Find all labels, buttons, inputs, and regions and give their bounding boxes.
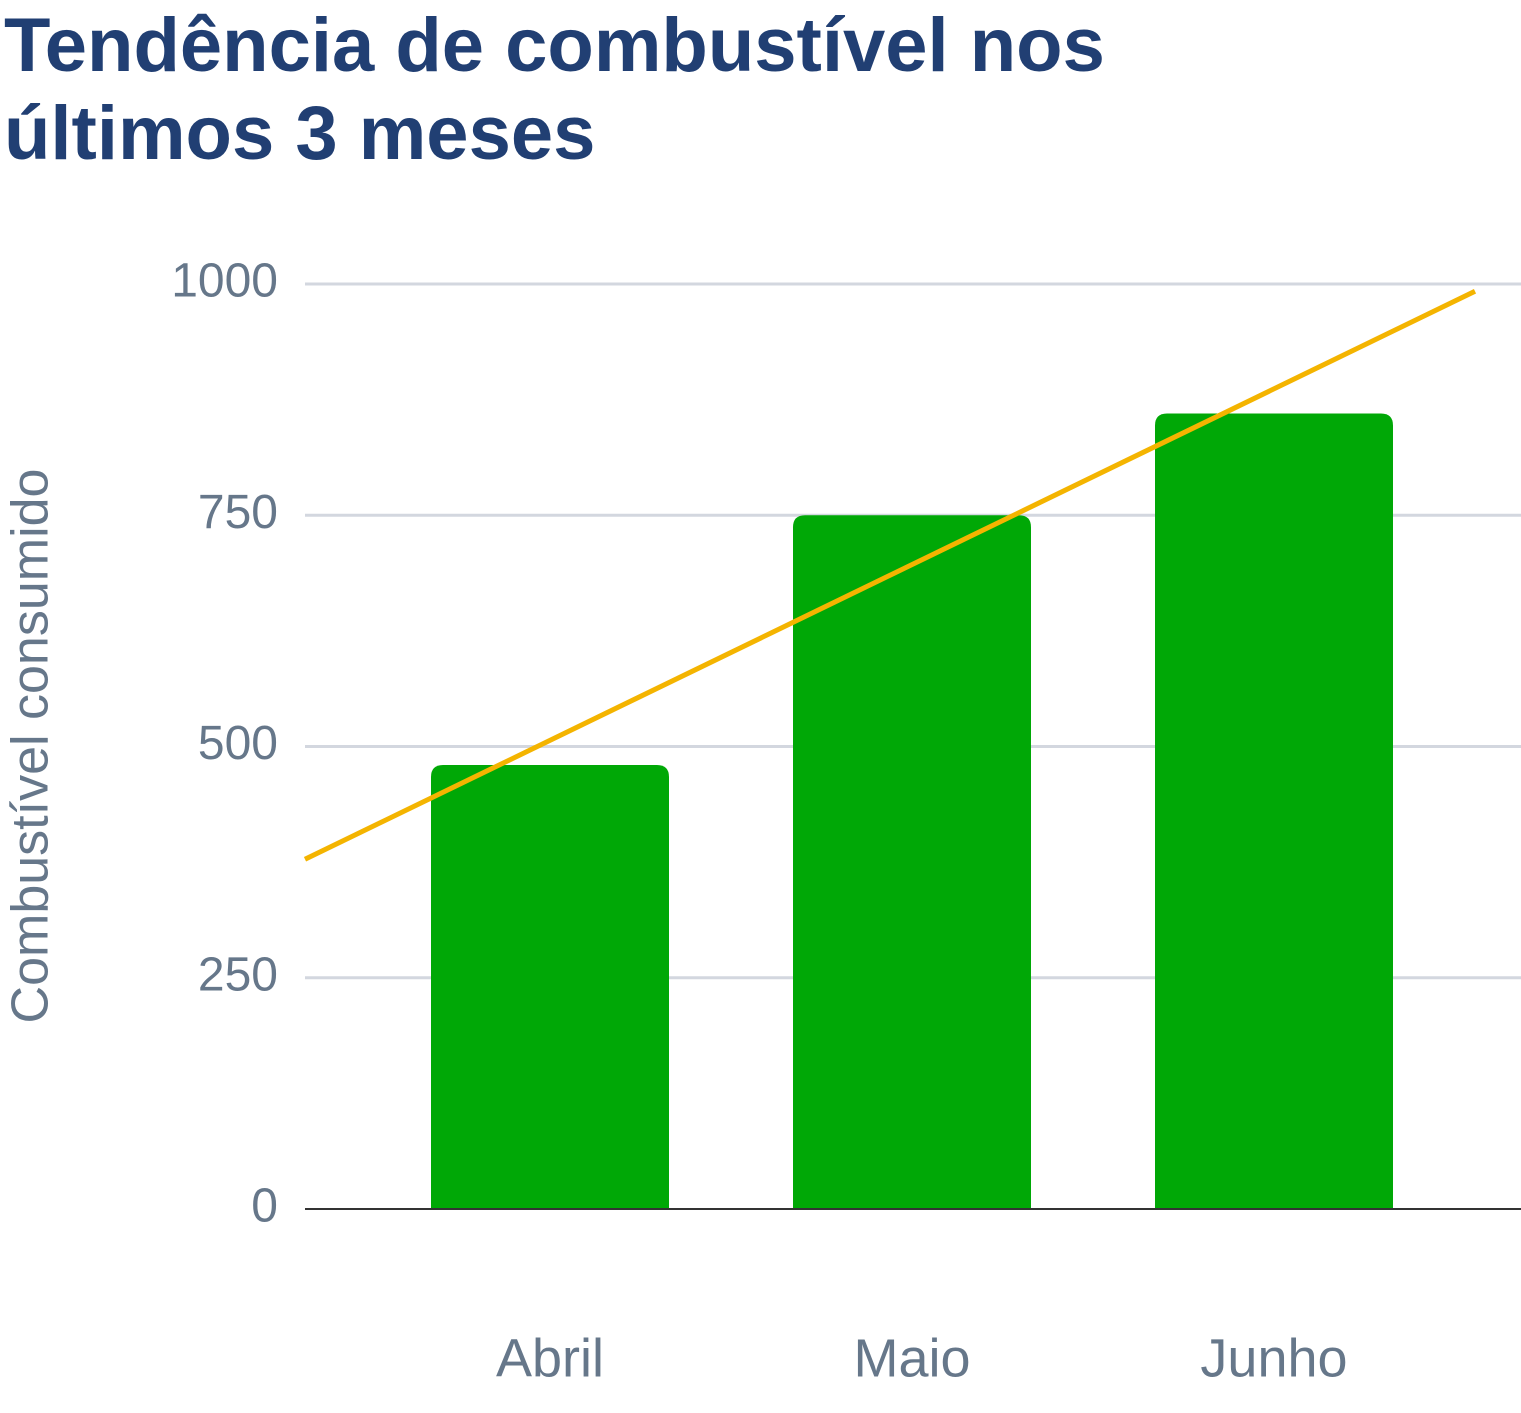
y-tick-label: 0 xyxy=(251,1180,278,1233)
x-tick-label: Junho xyxy=(1200,1328,1347,1388)
y-tick-label: 750 xyxy=(198,486,278,539)
bar xyxy=(793,515,1031,1209)
y-axis-title: Combustível consumido xyxy=(2,469,60,1024)
trendline xyxy=(303,288,1477,862)
y-tick-label: 500 xyxy=(198,717,278,770)
chart-title: Tendência de combustível nos últimos 3 m… xyxy=(4,3,1105,176)
x-tick-label: Abril xyxy=(496,1328,604,1388)
x-tick-label: Maio xyxy=(853,1328,970,1388)
bar xyxy=(1155,413,1393,1209)
y-tick-label: 250 xyxy=(198,948,278,1001)
y-tick-label: 1000 xyxy=(171,255,278,308)
bar xyxy=(431,765,669,1209)
